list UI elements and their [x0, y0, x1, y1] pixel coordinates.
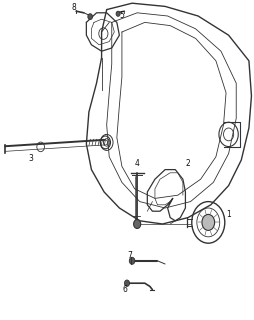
Text: 7: 7 [127, 252, 132, 260]
Circle shape [88, 14, 92, 20]
Circle shape [116, 11, 120, 16]
Circle shape [202, 214, 215, 230]
Text: 4: 4 [135, 159, 140, 168]
Text: 5: 5 [119, 12, 124, 20]
Text: 8: 8 [71, 4, 76, 12]
Circle shape [129, 257, 135, 264]
Text: 3: 3 [28, 154, 33, 163]
Text: 6: 6 [122, 285, 127, 294]
Text: 2: 2 [186, 159, 190, 168]
Circle shape [134, 220, 141, 228]
Text: 1: 1 [226, 210, 231, 219]
Circle shape [124, 280, 130, 286]
